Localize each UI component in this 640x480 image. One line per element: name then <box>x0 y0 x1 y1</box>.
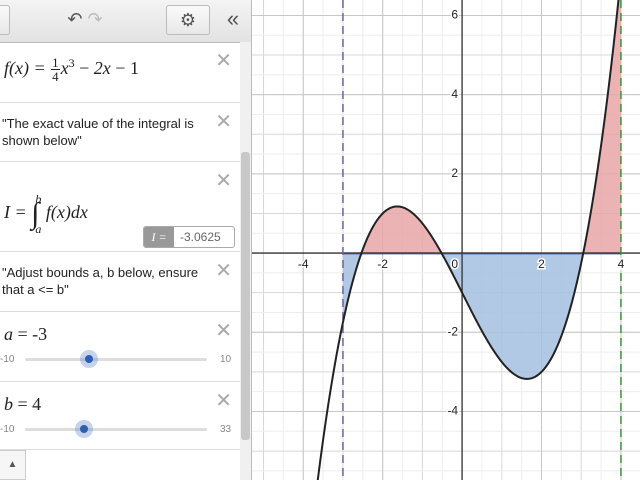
slider-expression: a = -3 <box>4 324 48 344</box>
denominator: 4 <box>52 69 59 85</box>
delete-button[interactable]: ✕ <box>215 320 232 342</box>
y-tick-label: -2 <box>447 324 458 338</box>
x-tick-label: 4 <box>618 257 625 271</box>
slider-track[interactable] <box>25 428 207 431</box>
lower-bound: a <box>35 222 42 236</box>
toolbar: ↶ ↷ ⚙ « <box>0 0 251 43</box>
x-tick-label: 2 <box>538 257 545 271</box>
function-curve <box>316 0 620 480</box>
slider-item[interactable]: a = -3 -10 10 ✕ <box>0 312 240 382</box>
expression-item[interactable]: f(x) = 1 4 x3 − 2x − 1 ✕ <box>0 42 240 103</box>
note-text: "Adjust bounds a, b below, ensure that a… <box>2 265 199 297</box>
result-box: I = -3.0625 <box>143 226 235 248</box>
y-tick-label: 2 <box>451 166 458 180</box>
lhs: I = <box>4 202 27 223</box>
variable: x <box>60 58 69 78</box>
lhs: f(x) = <box>4 58 46 78</box>
integrand: f(x)dx <box>45 202 88 223</box>
slider-value: 4 <box>32 394 42 414</box>
delete-button[interactable]: ✕ <box>215 390 232 412</box>
slider-min: -10 <box>0 354 15 365</box>
delete-button[interactable]: ✕ <box>215 260 232 282</box>
delete-button[interactable]: ✕ <box>215 111 232 133</box>
result-value: -3.0625 <box>180 230 221 244</box>
slider-value: -3 <box>32 324 48 344</box>
negative-area <box>342 253 584 379</box>
expression-item[interactable]: I = ∫ b a f(x)dx I = -3.0625 ✕ <box>0 162 240 252</box>
y-tick-label: 4 <box>451 87 458 101</box>
x-tick-label: 0 <box>451 257 458 271</box>
upper-bound: b <box>35 192 42 206</box>
slider-min: -10 <box>0 424 15 435</box>
scrollbar[interactable] <box>240 42 251 480</box>
term3: 1 <box>129 58 139 78</box>
integral-expression: I = ∫ b a f(x)dx <box>4 184 88 244</box>
scroll-up-button[interactable]: ▲ <box>0 450 26 480</box>
term2: 2x <box>93 58 111 78</box>
slider-max: 33 <box>220 424 232 435</box>
slider-item[interactable]: b = 4 -10 33 ✕ <box>0 382 240 450</box>
y-tick-label: 6 <box>451 8 458 22</box>
slider-track[interactable] <box>25 358 207 361</box>
y-tick-label: -4 <box>447 404 458 418</box>
numerator: 1 <box>51 55 60 71</box>
delete-button[interactable]: ✕ <box>215 170 232 192</box>
slider-name: b <box>4 394 13 414</box>
graph: -4 -2 0 2 4 -4 -2 2 4 6 <box>252 0 640 480</box>
settings-button[interactable]: ⚙ <box>166 5 210 35</box>
function-expression: f(x) = 1 4 x3 − 2x − 1 <box>4 55 139 85</box>
note-item[interactable]: "Adjust bounds a, b below, ensure that a… <box>0 252 240 312</box>
slider-expression: b = 4 <box>4 394 42 414</box>
expression-panel: ↶ ↷ ⚙ « f(x) = 1 4 x3 − 2x − 1 ✕ "The exac… <box>0 0 252 480</box>
undo-redo[interactable]: ↶ ↷ <box>67 9 103 29</box>
note-item[interactable]: "The exact value of the integral is show… <box>0 103 240 162</box>
x-tick-label: -4 <box>298 257 309 271</box>
slider-handle[interactable] <box>75 420 94 438</box>
collapse-button[interactable]: « <box>226 6 240 31</box>
slider-name: a <box>4 324 13 344</box>
x-tick-label: -2 <box>377 257 388 271</box>
result-label: I = <box>144 227 174 247</box>
slider-max: 10 <box>220 354 232 365</box>
add-button[interactable] <box>0 5 10 35</box>
slider-handle[interactable] <box>79 350 98 368</box>
note-text: "The exact value of the integral is show… <box>2 116 194 148</box>
power: 3 <box>68 56 75 70</box>
positive-area <box>342 0 621 254</box>
delete-button[interactable]: ✕ <box>215 50 232 72</box>
scroll-thumb[interactable] <box>241 152 250 440</box>
